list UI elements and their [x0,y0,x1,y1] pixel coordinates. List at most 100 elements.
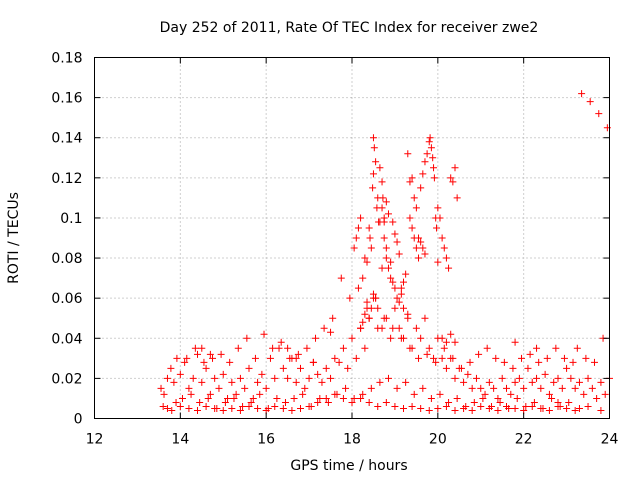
data-point [415,354,423,362]
data-point [537,404,545,412]
data-point [254,404,262,412]
data-point [379,194,387,202]
data-point [524,364,532,372]
data-point [569,358,577,366]
data-point [393,238,401,246]
data-point [427,394,435,402]
data-point [397,290,405,298]
data-point [228,378,236,386]
data-point [365,224,373,232]
x-tick-label: 16 [257,432,275,448]
data-point [176,402,184,410]
data-point [243,334,251,342]
data-point [427,144,435,152]
data-point [327,374,335,382]
data-point [586,98,594,106]
data-point [434,258,442,266]
data-point [219,370,227,378]
data-point [266,354,274,362]
data-point [376,218,384,226]
y-axis-label: ROTI / TECUs [6,192,22,284]
data-point [357,324,365,332]
data-point [370,144,378,152]
data-point [194,350,201,358]
data-point [417,404,425,412]
data-point [545,390,553,398]
data-point [554,374,562,382]
data-point [387,334,395,342]
data-point [518,354,526,362]
data-point [419,384,427,392]
data-point [247,398,255,406]
data-point [601,390,609,398]
y-tick-label: 0.16 [51,91,82,107]
data-point [397,334,405,342]
data-point [352,354,360,362]
data-point [254,378,262,386]
data-point [425,406,433,414]
data-point [436,390,444,398]
data-point [453,194,461,202]
data-point [410,390,418,398]
data-point [384,374,392,382]
data-point [367,244,375,252]
data-point [533,374,541,382]
data-point [335,358,343,366]
x-tick-label: 24 [601,432,619,448]
data-point [172,398,180,406]
data-point [490,384,498,392]
data-point [400,278,407,286]
x-tick-label: 18 [343,432,361,448]
data-point [294,350,302,358]
data-point [425,138,433,146]
data-point [432,358,440,366]
data-point [211,404,219,412]
data-point [520,384,528,392]
data-point [374,402,382,410]
data-point [528,378,536,386]
data-point [511,378,519,386]
data-point [438,354,446,362]
data-point [404,150,412,158]
data-point [442,254,450,262]
data-point [475,350,483,358]
data-point [597,378,605,386]
data-point [575,378,583,386]
data-point [460,378,468,386]
data-point [419,170,427,178]
data-point [391,284,399,292]
data-point [312,334,320,342]
data-point [284,344,292,352]
data-point [236,406,244,414]
data-point [279,364,287,372]
data-point [215,384,223,392]
data-point [181,358,189,366]
data-point [236,374,244,382]
data-point [445,264,453,272]
y-tick-label: 0.1 [60,211,82,227]
data-point [369,290,377,298]
chart-title: Day 252 of 2011, Rate Of TEC Index for r… [160,20,539,36]
data-point [423,150,431,158]
data-point [584,374,592,382]
data-point [400,404,407,412]
data-point [331,354,339,362]
data-point [440,244,448,252]
data-point [406,214,414,222]
data-point [548,394,556,402]
data-point [584,402,592,410]
data-point [359,318,367,326]
data-point [402,270,410,278]
data-point [451,164,459,172]
data-point [434,204,442,212]
y-tick-labels: 0 0.02 0.04 0.06 0.08 0.1 0.12 0.14 0.16 0.18 [51,51,82,428]
data-point [468,384,476,392]
data-point [543,354,551,362]
data-point [271,374,279,382]
data-point [511,404,519,412]
data-point [359,390,367,398]
data-point [578,90,586,98]
data-point [417,238,425,246]
data-point [563,364,571,372]
data-point [445,398,453,406]
